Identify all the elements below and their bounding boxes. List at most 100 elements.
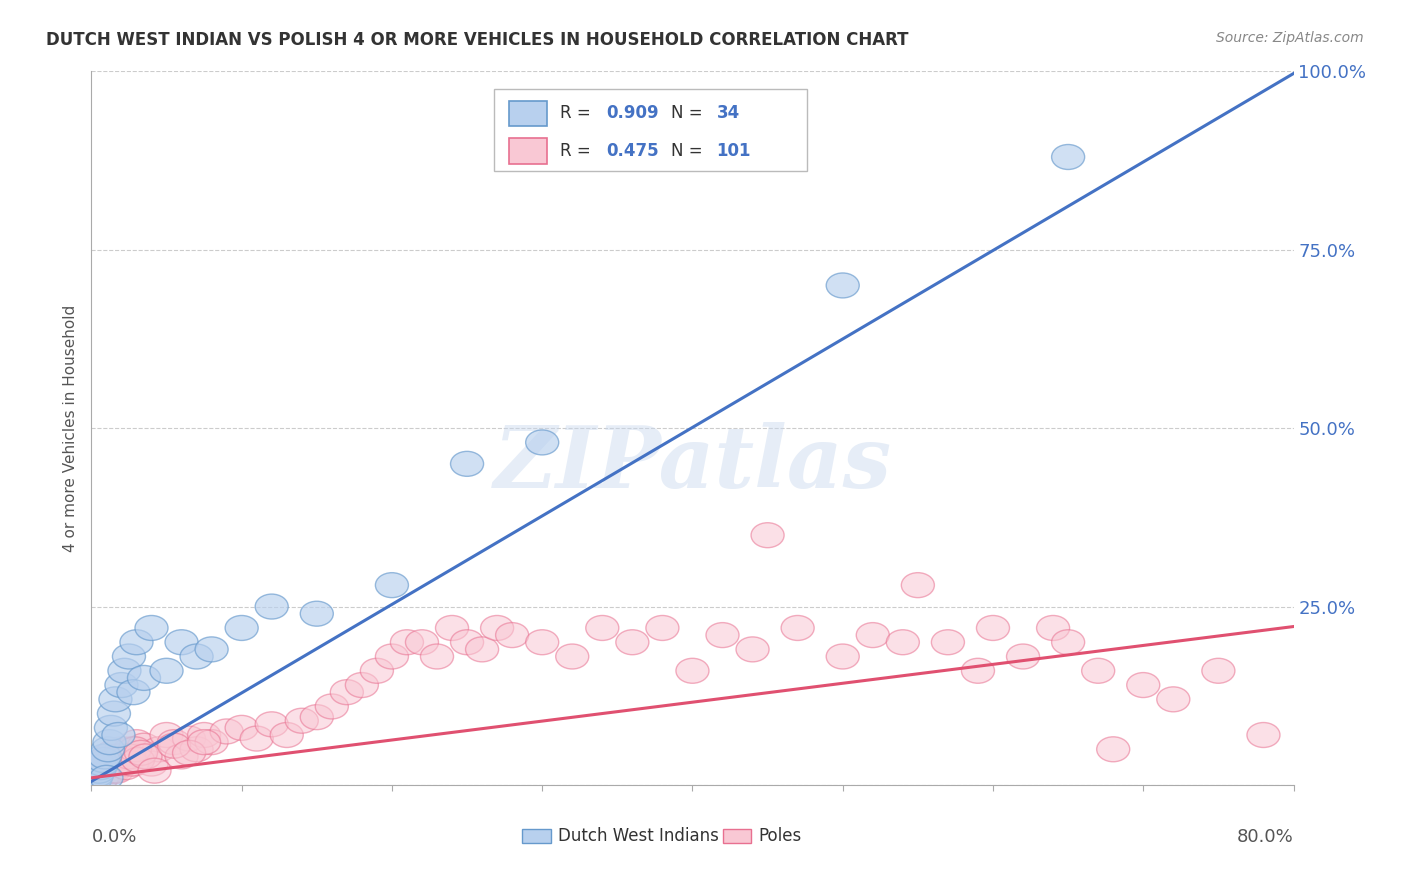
Ellipse shape xyxy=(108,658,141,683)
Text: 80.0%: 80.0% xyxy=(1237,828,1294,846)
Ellipse shape xyxy=(180,644,214,669)
Ellipse shape xyxy=(115,751,149,776)
Ellipse shape xyxy=(301,705,333,730)
Ellipse shape xyxy=(112,644,145,669)
Text: R =: R = xyxy=(560,143,596,161)
Ellipse shape xyxy=(104,744,136,769)
Ellipse shape xyxy=(157,730,191,755)
Ellipse shape xyxy=(173,740,205,765)
Ellipse shape xyxy=(128,665,160,690)
Ellipse shape xyxy=(931,630,965,655)
Ellipse shape xyxy=(117,751,150,776)
Ellipse shape xyxy=(1007,644,1039,669)
Ellipse shape xyxy=(195,637,228,662)
Ellipse shape xyxy=(165,744,198,769)
Ellipse shape xyxy=(82,762,114,787)
Ellipse shape xyxy=(112,744,145,769)
Ellipse shape xyxy=(827,273,859,298)
Ellipse shape xyxy=(94,751,128,776)
Ellipse shape xyxy=(555,644,589,669)
Ellipse shape xyxy=(827,644,859,669)
Text: 34: 34 xyxy=(717,104,740,122)
Ellipse shape xyxy=(97,747,131,772)
Y-axis label: 4 or more Vehicles in Household: 4 or more Vehicles in Household xyxy=(62,304,77,552)
Ellipse shape xyxy=(240,726,273,751)
Ellipse shape xyxy=(751,523,785,548)
Ellipse shape xyxy=(125,740,157,765)
Ellipse shape xyxy=(135,751,169,776)
Ellipse shape xyxy=(129,744,162,769)
Ellipse shape xyxy=(98,747,132,772)
Ellipse shape xyxy=(330,680,363,705)
Ellipse shape xyxy=(100,758,134,783)
Ellipse shape xyxy=(118,737,152,762)
Ellipse shape xyxy=(1157,687,1189,712)
Ellipse shape xyxy=(526,630,558,655)
Ellipse shape xyxy=(285,708,318,733)
Ellipse shape xyxy=(77,765,111,790)
Ellipse shape xyxy=(1126,673,1160,698)
Ellipse shape xyxy=(962,658,994,683)
Ellipse shape xyxy=(187,730,221,755)
Ellipse shape xyxy=(114,737,148,762)
Text: 101: 101 xyxy=(717,143,751,161)
Text: 0.0%: 0.0% xyxy=(91,828,136,846)
Ellipse shape xyxy=(79,765,112,790)
Ellipse shape xyxy=(886,630,920,655)
Ellipse shape xyxy=(346,673,378,698)
Ellipse shape xyxy=(676,658,709,683)
Ellipse shape xyxy=(1052,145,1084,169)
Ellipse shape xyxy=(360,658,394,683)
Ellipse shape xyxy=(481,615,513,640)
Ellipse shape xyxy=(495,623,529,648)
Ellipse shape xyxy=(254,594,288,619)
Ellipse shape xyxy=(83,758,115,783)
Ellipse shape xyxy=(110,755,142,780)
Ellipse shape xyxy=(165,630,198,655)
Ellipse shape xyxy=(105,673,138,698)
Ellipse shape xyxy=(101,744,135,769)
Ellipse shape xyxy=(121,747,155,772)
Ellipse shape xyxy=(1081,658,1115,683)
Ellipse shape xyxy=(86,751,118,776)
Ellipse shape xyxy=(465,637,499,662)
Ellipse shape xyxy=(150,723,183,747)
Text: N =: N = xyxy=(671,143,707,161)
Ellipse shape xyxy=(526,430,558,455)
Text: 0.475: 0.475 xyxy=(606,143,658,161)
Ellipse shape xyxy=(856,623,890,648)
Ellipse shape xyxy=(1097,737,1130,762)
Ellipse shape xyxy=(173,726,205,751)
Ellipse shape xyxy=(87,747,120,772)
Ellipse shape xyxy=(616,630,650,655)
Ellipse shape xyxy=(86,765,118,790)
Ellipse shape xyxy=(706,623,740,648)
Ellipse shape xyxy=(187,723,221,747)
Ellipse shape xyxy=(83,758,115,783)
Ellipse shape xyxy=(91,751,125,776)
Ellipse shape xyxy=(91,737,125,762)
FancyBboxPatch shape xyxy=(494,89,807,171)
Ellipse shape xyxy=(1202,658,1234,683)
Ellipse shape xyxy=(436,615,468,640)
Ellipse shape xyxy=(450,451,484,476)
Ellipse shape xyxy=(254,712,288,737)
Ellipse shape xyxy=(84,755,117,780)
Ellipse shape xyxy=(89,747,121,772)
Ellipse shape xyxy=(270,723,304,747)
Ellipse shape xyxy=(101,723,135,747)
Ellipse shape xyxy=(84,758,117,783)
Ellipse shape xyxy=(391,630,423,655)
Ellipse shape xyxy=(79,758,112,783)
Text: Source: ZipAtlas.com: Source: ZipAtlas.com xyxy=(1216,31,1364,45)
Text: N =: N = xyxy=(671,104,707,122)
Ellipse shape xyxy=(108,747,141,772)
Ellipse shape xyxy=(93,730,127,755)
Text: ZIPatlas: ZIPatlas xyxy=(494,422,891,506)
Ellipse shape xyxy=(117,680,150,705)
Ellipse shape xyxy=(90,765,122,790)
Ellipse shape xyxy=(93,755,127,780)
Ellipse shape xyxy=(1036,615,1070,640)
Ellipse shape xyxy=(107,751,139,776)
Ellipse shape xyxy=(105,737,138,762)
